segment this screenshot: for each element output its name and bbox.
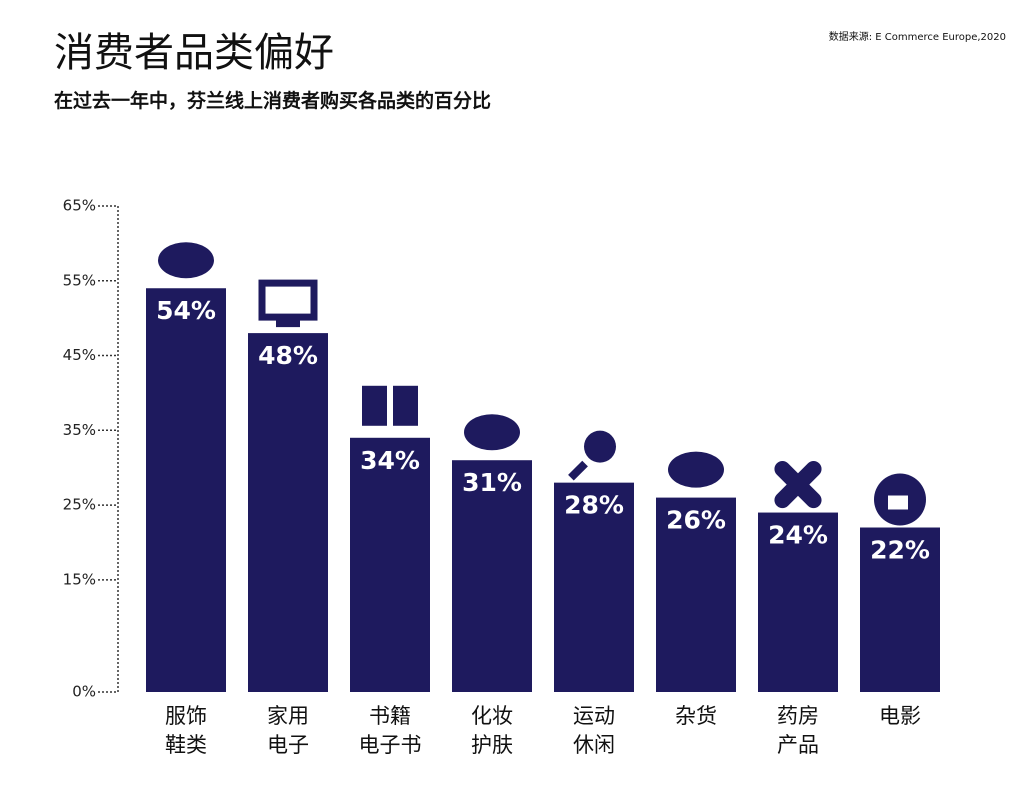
y-tick-label: 0% — [72, 683, 96, 701]
x-tick-label: 服饰 鞋类 — [165, 704, 207, 757]
source-note: 数据来源: E Commerce Europe,2020 — [828, 32, 1006, 43]
icon-part — [584, 430, 616, 463]
icon-part — [258, 279, 318, 321]
icon — [258, 279, 318, 328]
icon — [158, 242, 214, 279]
bar — [248, 333, 328, 692]
chart-title: 消费者品类偏好 — [54, 30, 334, 76]
value-label: 24% — [768, 521, 828, 550]
bar — [860, 527, 940, 692]
value-label: 31% — [462, 468, 522, 497]
y-tick-label: 65% — [63, 197, 96, 215]
icon — [668, 451, 724, 488]
x-tick-label: 化妆 护肤 — [471, 704, 513, 757]
icon-part — [362, 385, 387, 426]
icon — [464, 414, 520, 451]
y-tick-label: 35% — [63, 421, 96, 439]
icon-part — [668, 451, 724, 488]
value-label: 34% — [360, 446, 420, 475]
x-tick-label: 电影 — [879, 704, 921, 728]
bar — [146, 288, 226, 692]
value-label: 48% — [258, 341, 318, 370]
icon — [362, 385, 418, 426]
y-tick-label: 25% — [63, 496, 96, 514]
y-tick-label: 55% — [63, 271, 96, 289]
x-tick-label: 运动 休闲 — [573, 704, 615, 757]
x-tick-label: 书籍 电子书 — [358, 704, 422, 757]
value-label: 26% — [666, 506, 726, 535]
x-tick-label: 家用 电子 — [267, 704, 309, 757]
icon-part — [276, 319, 300, 328]
icon-part — [774, 460, 822, 509]
icon-part — [158, 242, 214, 279]
icon — [568, 430, 616, 481]
y-tick-label: 45% — [63, 346, 96, 364]
bar — [350, 437, 430, 692]
icon-part — [464, 414, 520, 451]
bar — [758, 512, 838, 692]
icon-part — [393, 385, 418, 426]
bar — [554, 482, 634, 692]
icon — [774, 460, 822, 509]
y-tick-label: 15% — [63, 570, 96, 588]
icon — [874, 473, 926, 526]
bar — [452, 460, 532, 692]
chart-subtitle: 在过去一年中，芬兰线上消费者购买各品类的百分比 — [54, 90, 492, 112]
value-label: 28% — [564, 491, 624, 520]
icon-part — [888, 495, 908, 510]
x-tick-label: 杂货 — [675, 704, 717, 728]
x-tick-label: 药房 产品 — [777, 704, 819, 757]
bar — [656, 497, 736, 692]
icon-part — [568, 460, 588, 481]
value-label: 22% — [870, 536, 930, 565]
value-label: 54% — [156, 296, 216, 325]
